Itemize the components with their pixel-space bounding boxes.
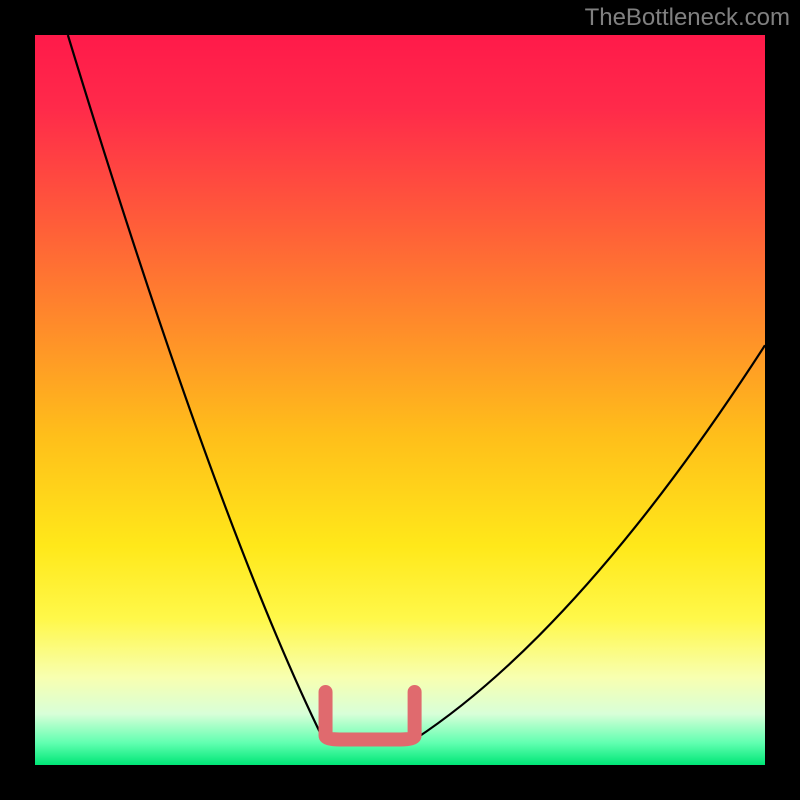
chart-frame: TheBottleneck.com (0, 0, 800, 800)
gradient-background (35, 35, 765, 765)
watermark-text: TheBottleneck.com (585, 4, 790, 32)
plot-area (35, 35, 765, 765)
